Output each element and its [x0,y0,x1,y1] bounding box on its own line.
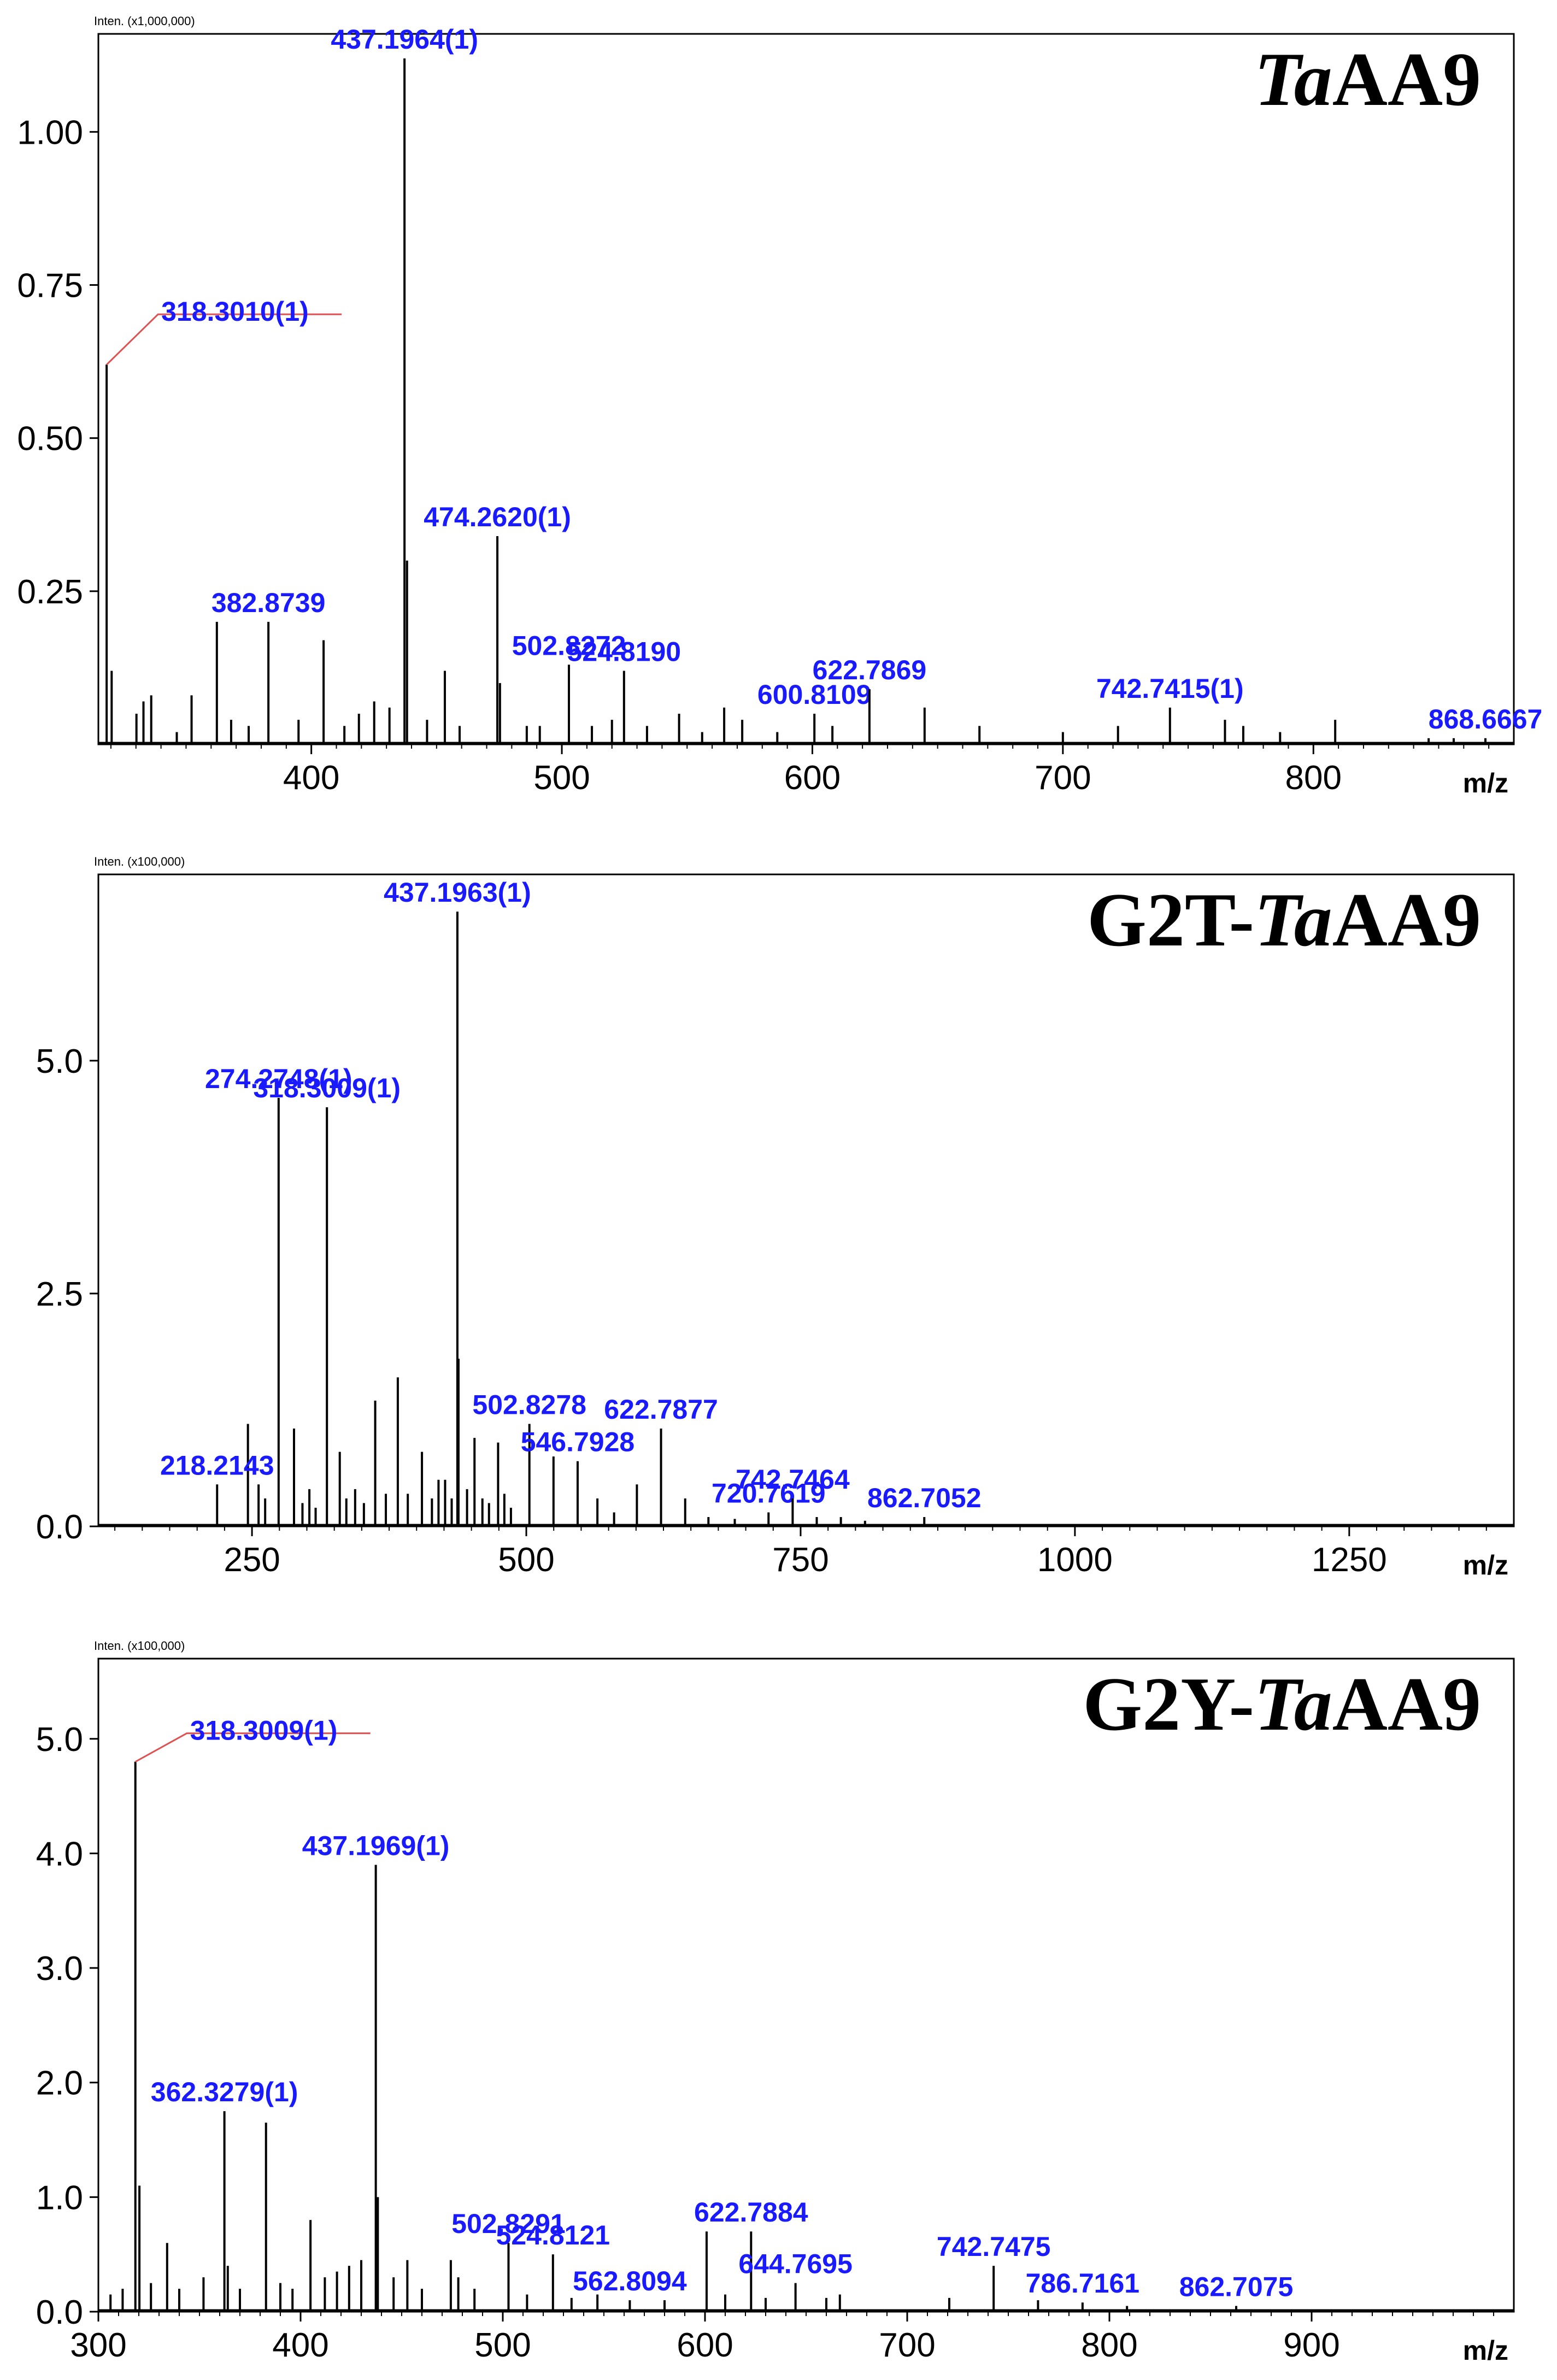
spectrum-panel-g2y-taaa9: Inten. (x100,000) 0.0 1.0 2.0 3.0 4.0 5.0 300 40… [36,1639,1515,2366]
peak-label: 742.7475 [937,2231,1051,2262]
peak-label: 622.7869 [813,655,927,685]
peak-label: 524.8190 [567,637,681,667]
x-tick-label: 400 [272,2326,328,2364]
peak-label: 437.1969(1) [302,1830,450,1861]
panel-title-plain: AA9 [1332,1662,1481,1747]
y-tick-label: 1.0 [36,2179,83,2217]
y-tick-label: 5.0 [36,1721,83,1759]
plot-frame [97,33,1515,745]
peak-label-leader [134,1732,371,1762]
plot-frame [97,873,1515,1527]
peak-label: 362.3279(1) [151,2077,298,2107]
x-axis-label: m/z [1463,768,1508,798]
x-tick-label: 500 [474,2326,531,2364]
x-axis-label: m/z [1463,2335,1508,2366]
spectrum-panel-g2t-taaa9: Inten. (x100,000) 0.0 2.5 5.0 250 500 750 1000 1… [36,855,1515,1580]
peak-label: 622.7884 [694,2197,808,2228]
y-tick-label: 0.0 [36,1508,83,1546]
panel-title: G2T-TaAA9 [1087,878,1481,962]
peak-label: 644.7695 [738,2249,853,2279]
peak-label: 502.8291 [451,2208,566,2239]
peak-label: 786.7161 [1026,2268,1140,2299]
panel-title-plain: AA9 [1332,37,1481,122]
panel-title-italic: Ta [1254,1662,1332,1747]
peak-label: 437.1963(1) [384,877,531,908]
peak-label: 274.2748(1) [205,1063,352,1094]
intensity-unit-label: Inten. (x100,000) [94,855,185,868]
spectrum-panel-taaa9: Inten. (x1,000,000) 0.25 0.50 0.75 1.00 400 50… [17,14,1542,798]
x-tick-label: 500 [533,759,590,797]
panel-title: G2Y-TaAA9 [1083,1662,1481,1747]
x-tick-label: 300 [70,2326,126,2364]
y-tick-label: 0.25 [17,573,83,611]
peak-label: 318.3009(1) [253,1073,401,1103]
peak-label: 502.8272 [512,630,626,661]
x-tick-label: 500 [498,1541,554,1579]
x-tick-label: 600 [784,759,841,797]
peak-label: 437.1964(1) [331,24,478,55]
peak-label: 318.3009(1) [190,1715,338,1746]
x-tick-label: 750 [772,1541,829,1579]
x-tick-label: 900 [1283,2326,1339,2364]
peak-label: 218.2143 [160,1450,274,1480]
peak-label: 562.8094 [573,2266,687,2296]
x-tick-label: 1000 [1037,1541,1113,1579]
intensity-unit-label: Inten. (x100,000) [94,1639,185,1653]
x-tick-label: 700 [879,2326,935,2364]
peak-label-leader [106,313,342,366]
x-tick-label: 400 [283,759,339,797]
peak-label: 862.7075 [1179,2272,1294,2302]
peak-label: 622.7877 [604,1394,718,1425]
x-tick-label: 700 [1035,759,1091,797]
peak-label: 382.8739 [211,587,326,618]
panel-title-italic: Ta [1254,37,1332,122]
x-tick-label: 800 [1081,2326,1137,2364]
x-axis-label: m/z [1463,1550,1508,1580]
y-tick-label: 0.50 [17,420,83,458]
panel-title-italic: Ta [1254,878,1332,962]
peak-label: 474.2620(1) [424,502,571,532]
panel-title-plain: AA9 [1332,878,1481,962]
y-tick-label: 2.5 [36,1276,83,1313]
y-tick-label: 0.75 [17,267,83,304]
peak-label: 742.7464 [736,1464,850,1495]
peak-label: 862.7052 [867,1483,982,1513]
x-tick-label: 1250 [1312,1541,1387,1579]
peak-label: 742.7415(1) [1096,673,1244,704]
x-tick-label: 800 [1285,759,1342,797]
x-tick-label: 250 [224,1541,280,1579]
peak-label: 502.8278 [472,1390,586,1420]
x-tick-label: 600 [677,2326,733,2364]
peak-label: 524.8121 [496,2220,610,2250]
peak-label: 600.8109 [757,679,872,710]
y-tick-label: 4.0 [36,1835,83,1873]
peak-label: 720.7619 [712,1478,826,1508]
panel-title-prefix: G2T- [1087,878,1254,962]
peak-label: 318.3010(1) [161,296,309,327]
y-tick-label: 5.0 [36,1043,83,1080]
y-tick-label: 1.00 [17,114,83,151]
y-tick-label: 3.0 [36,1950,83,1988]
peak-label: 868.6667 [1429,704,1543,734]
peak-label: 546.7928 [521,1427,635,1458]
y-tick-label: 2.0 [36,2065,83,2102]
intensity-unit-label: Inten. (x1,000,000) [94,14,195,28]
panel-title-prefix: G2Y- [1083,1662,1254,1747]
panel-title: TaAA9 [1254,37,1481,122]
y-tick-label: 0.0 [36,2294,83,2331]
